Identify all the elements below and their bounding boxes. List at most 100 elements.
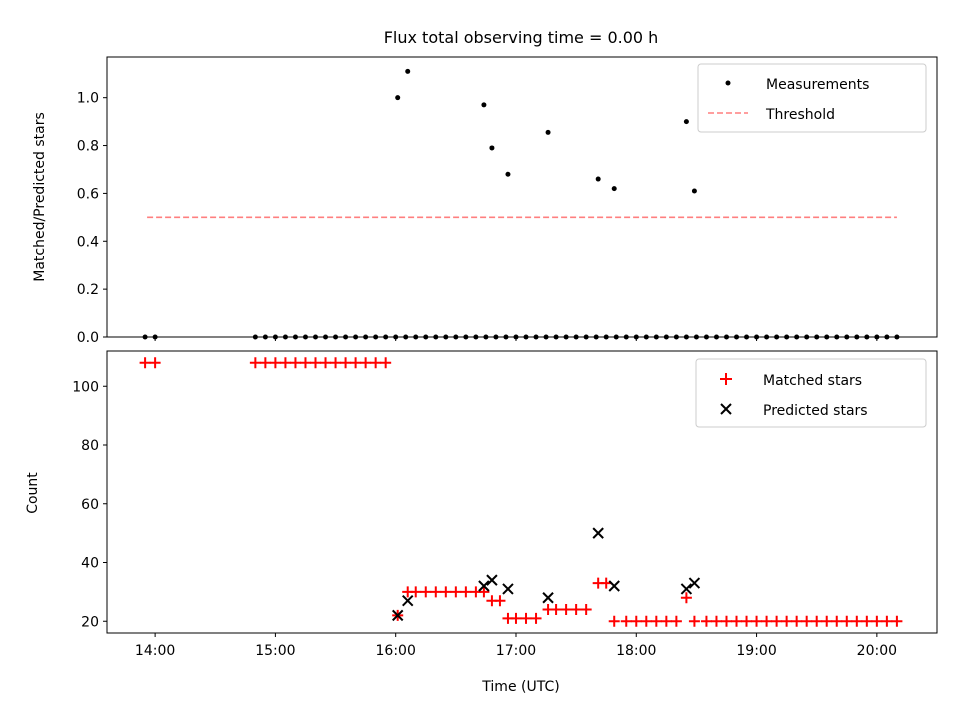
bottom-legend: Matched stars Predicted stars xyxy=(695,358,927,428)
bottom-legend-box xyxy=(695,358,927,428)
matched-star-point xyxy=(310,357,322,369)
matched-star-point xyxy=(821,615,833,627)
matched-star-point xyxy=(650,615,662,627)
y-tick-label: 80 xyxy=(81,438,99,454)
legend-matched-label: Matched stars xyxy=(763,373,862,389)
x-tick-label: 16:00 xyxy=(376,643,416,659)
matched-star-point xyxy=(478,586,490,598)
matched-star-point xyxy=(494,595,506,607)
legend-matched-marker xyxy=(720,373,732,385)
matched-star-point xyxy=(259,357,271,369)
top-legend-box xyxy=(697,63,927,133)
predicted-star-point xyxy=(592,527,604,539)
matched-star-point xyxy=(871,615,883,627)
y-tick-label: 1.0 xyxy=(77,91,99,107)
matched-star-point xyxy=(360,357,372,369)
bottom-x-ticks: 14:00 15:00 16:00 17:00 18:00 19:00 20:00 xyxy=(135,633,897,659)
legend-measurements-marker xyxy=(725,80,731,86)
matched-star-point xyxy=(450,586,462,598)
bottom-plot-frame xyxy=(106,350,938,634)
x-tick-label: 14:00 xyxy=(135,643,175,659)
measurement-point xyxy=(595,176,601,182)
y-tick-label: 60 xyxy=(81,497,99,513)
predicted-star-point xyxy=(502,583,514,595)
y-tick-label: 100 xyxy=(72,379,99,395)
matched-star-point xyxy=(680,592,692,604)
matched-star-point xyxy=(269,357,281,369)
matched-star-point xyxy=(700,615,712,627)
predicted-star-point xyxy=(680,583,693,595)
matched-star-point xyxy=(720,615,732,627)
matched-star-point xyxy=(751,615,763,627)
matched-star-point xyxy=(608,615,620,627)
top-x-ticks xyxy=(154,337,878,341)
matched-star-point xyxy=(460,586,472,598)
matched-star-point xyxy=(410,586,422,598)
matched-star-point xyxy=(320,357,332,369)
bottom-panel: 20 40 60 80 100 14:00 15:00 16:00 17:00 18:00 19:… xyxy=(25,350,938,695)
x-tick-label: 18:00 xyxy=(616,643,656,659)
measurement-point xyxy=(611,186,617,192)
matched-star-point xyxy=(550,604,562,615)
legend-predicted-marker xyxy=(720,403,732,415)
y-tick-label: 0.4 xyxy=(77,234,99,250)
top-plot-frame xyxy=(106,56,938,338)
matched-star-point xyxy=(520,612,532,624)
matched-star-point xyxy=(570,604,582,615)
measurement-point xyxy=(683,119,689,125)
matched-star-point xyxy=(771,615,783,627)
bottom-marks xyxy=(139,357,903,627)
y-tick-label: 0.2 xyxy=(77,282,99,298)
matched-star-point xyxy=(670,615,682,627)
y-tick-label: 20 xyxy=(81,614,99,630)
y-tick-label: 0.0 xyxy=(77,330,99,346)
matched-star-point xyxy=(831,615,843,627)
matched-star-point xyxy=(881,615,893,627)
legend-threshold-label: Threshold xyxy=(765,107,835,123)
top-panel: 0.0 0.2 0.4 0.6 0.8 1.0 Matched/Predicted sta… xyxy=(32,56,938,346)
predicted-star-point xyxy=(608,580,620,592)
matched-star-point xyxy=(580,604,592,615)
matched-star-point xyxy=(560,604,572,615)
legend-predicted-label: Predicted stars xyxy=(763,403,868,419)
figure-title: Flux total observing time = 0.00 h xyxy=(384,28,659,47)
matched-star-point xyxy=(600,577,612,589)
matched-star-point xyxy=(861,615,873,627)
predicted-star-point xyxy=(391,609,404,622)
legend-measurements-label: Measurements xyxy=(766,77,869,93)
top-marks xyxy=(142,68,900,340)
predicted-star-point xyxy=(478,580,490,592)
matched-star-point xyxy=(741,615,753,627)
measurement-point xyxy=(691,188,697,194)
matched-star-point xyxy=(620,615,632,627)
measurement-point xyxy=(505,171,511,177)
matched-star-point xyxy=(791,615,803,627)
x-axis-label: Time (UTC) xyxy=(481,679,559,695)
matched-star-point xyxy=(350,357,362,369)
matched-star-point xyxy=(510,612,522,624)
matched-star-point xyxy=(430,586,442,598)
y-tick-label: 0.8 xyxy=(77,139,99,155)
matched-star-point xyxy=(630,615,642,627)
matched-star-point xyxy=(640,615,652,627)
matched-star-point xyxy=(530,612,542,624)
measurement-point xyxy=(395,95,401,101)
predicted-star-point xyxy=(542,592,554,604)
predicted-star-point xyxy=(688,577,701,589)
top-y-axis-label: Matched/Predicted stars xyxy=(32,112,48,282)
matched-star-point xyxy=(149,357,161,369)
measurement-point xyxy=(489,145,495,151)
matched-star-point xyxy=(761,615,773,627)
x-tick-label: 15:00 xyxy=(255,643,295,659)
matched-star-point xyxy=(299,357,311,369)
matched-star-point xyxy=(688,615,700,627)
x-tick-label: 20:00 xyxy=(857,643,897,659)
matched-star-point xyxy=(440,586,452,598)
matched-star-point xyxy=(891,615,903,627)
y-tick-label: 40 xyxy=(81,556,99,572)
x-tick-label: 17:00 xyxy=(496,643,536,659)
matched-star-point xyxy=(370,357,382,369)
predicted-star-point xyxy=(486,574,498,586)
matched-star-point xyxy=(731,615,743,627)
